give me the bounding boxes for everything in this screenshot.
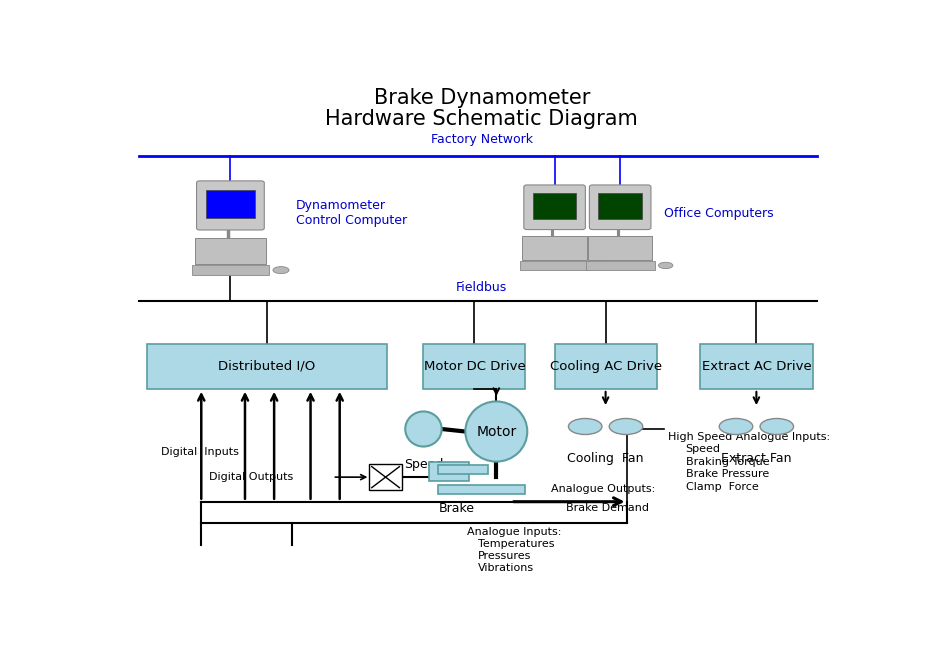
FancyBboxPatch shape [423,344,525,389]
FancyBboxPatch shape [599,193,642,219]
Text: Digital  Inputs: Digital Inputs [162,447,239,456]
FancyBboxPatch shape [520,261,589,270]
Text: Cooling  Fan: Cooling Fan [568,452,644,465]
Text: Extract Fan: Extract Fan [721,452,791,465]
Text: Temperatures: Temperatures [478,539,555,549]
FancyBboxPatch shape [192,265,269,275]
FancyBboxPatch shape [430,462,469,480]
Text: Office Computers: Office Computers [664,207,774,220]
Text: Motor DC Drive: Motor DC Drive [424,360,525,373]
FancyBboxPatch shape [523,236,587,260]
Text: Motor: Motor [477,424,516,439]
Text: Braking Torque: Braking Torque [686,456,769,467]
Text: Dynamometer
Control Computer: Dynamometer Control Computer [296,199,407,227]
Text: Digital Outputs: Digital Outputs [209,471,293,482]
Text: High Speed Analogue Inputs:: High Speed Analogue Inputs: [667,432,830,441]
FancyBboxPatch shape [438,465,488,474]
Ellipse shape [609,419,643,434]
Ellipse shape [719,419,753,434]
FancyBboxPatch shape [368,464,402,490]
FancyBboxPatch shape [206,190,255,218]
FancyBboxPatch shape [700,344,813,389]
FancyBboxPatch shape [533,193,576,219]
FancyBboxPatch shape [195,238,266,264]
Text: Speed: Speed [404,458,443,471]
Ellipse shape [465,402,527,462]
Text: Analogue Inputs:: Analogue Inputs: [467,527,561,537]
Text: Extract AC Drive: Extract AC Drive [702,360,811,373]
Text: Distributed I/O: Distributed I/O [218,360,316,373]
Ellipse shape [405,411,442,447]
FancyBboxPatch shape [586,261,654,270]
Text: Factory Network: Factory Network [431,133,533,146]
Text: Hardware Schematic Diagram: Hardware Schematic Diagram [325,109,638,130]
FancyBboxPatch shape [524,185,586,230]
FancyBboxPatch shape [588,236,652,260]
Text: Brake Pressure: Brake Pressure [686,469,769,479]
Ellipse shape [593,262,607,269]
FancyBboxPatch shape [555,344,656,389]
FancyBboxPatch shape [196,181,264,230]
Text: Cooling AC Drive: Cooling AC Drive [550,360,662,373]
Ellipse shape [273,267,289,273]
Ellipse shape [569,419,602,434]
FancyBboxPatch shape [589,185,650,230]
Text: Brake Demand: Brake Demand [566,503,649,513]
Text: Pressures: Pressures [478,551,531,561]
Text: Brake Dynamometer: Brake Dynamometer [373,88,590,108]
Text: Vibrations: Vibrations [478,563,534,574]
Ellipse shape [659,262,673,269]
FancyBboxPatch shape [147,344,387,389]
Text: Clamp  Force: Clamp Force [686,482,759,492]
Text: Speed: Speed [686,444,721,454]
Text: Fieldbus: Fieldbus [456,281,508,294]
Ellipse shape [760,419,793,434]
Text: Analogue Outputs:: Analogue Outputs: [551,484,655,494]
FancyBboxPatch shape [438,485,525,494]
Text: Brake: Brake [439,502,475,515]
